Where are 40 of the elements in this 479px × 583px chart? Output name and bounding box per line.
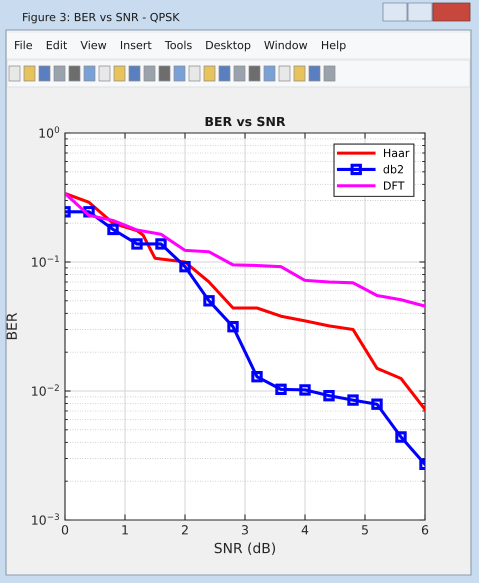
text: Help	[322, 40, 346, 52]
point	[395, 431, 407, 443]
chart-title: BER vs SNR	[206, 116, 286, 126]
legend-label: Haar	[384, 148, 410, 158]
y-tick-label: 10$^{−1}$	[32, 256, 59, 267]
legend-label: DFT	[384, 182, 404, 190]
y-tick-label: 10$^{−2}$	[32, 384, 59, 396]
x-tick-label: 2	[182, 525, 188, 534]
text: Desktop	[206, 40, 250, 52]
text: Window	[264, 40, 308, 50]
point	[299, 384, 311, 396]
point	[155, 238, 167, 250]
text: View	[80, 40, 106, 50]
x-axis-title: SNR (dB)	[214, 542, 276, 555]
y-axis-title: BER	[6, 312, 17, 340]
y-tick-label: 10$^{0}$	[40, 126, 60, 138]
point	[227, 321, 239, 332]
x-tick-label: 0	[62, 525, 68, 535]
y-tick-label: 10$^{−3}$	[32, 513, 59, 525]
text: Tools	[164, 40, 192, 50]
x-tick-label: 6	[422, 525, 428, 535]
line-series	[65, 192, 425, 308]
point	[107, 224, 119, 236]
x-tick-label: 5	[362, 525, 368, 535]
point	[347, 394, 359, 406]
legend-label: db2	[384, 164, 403, 174]
text: File	[15, 40, 32, 50]
point	[179, 260, 191, 272]
x-tick-label: 1	[122, 525, 128, 534]
text: Edit	[46, 40, 67, 50]
text: Insert	[120, 40, 152, 50]
x-tick-label: 4	[302, 525, 308, 534]
point	[371, 398, 383, 410]
point	[275, 384, 287, 396]
point	[251, 371, 263, 382]
x-tick-label: 3	[242, 525, 248, 535]
caption: Figure 3: BER vs SNR - QPSK	[23, 12, 180, 24]
point	[323, 390, 335, 402]
point	[203, 295, 215, 307]
point	[131, 238, 143, 250]
